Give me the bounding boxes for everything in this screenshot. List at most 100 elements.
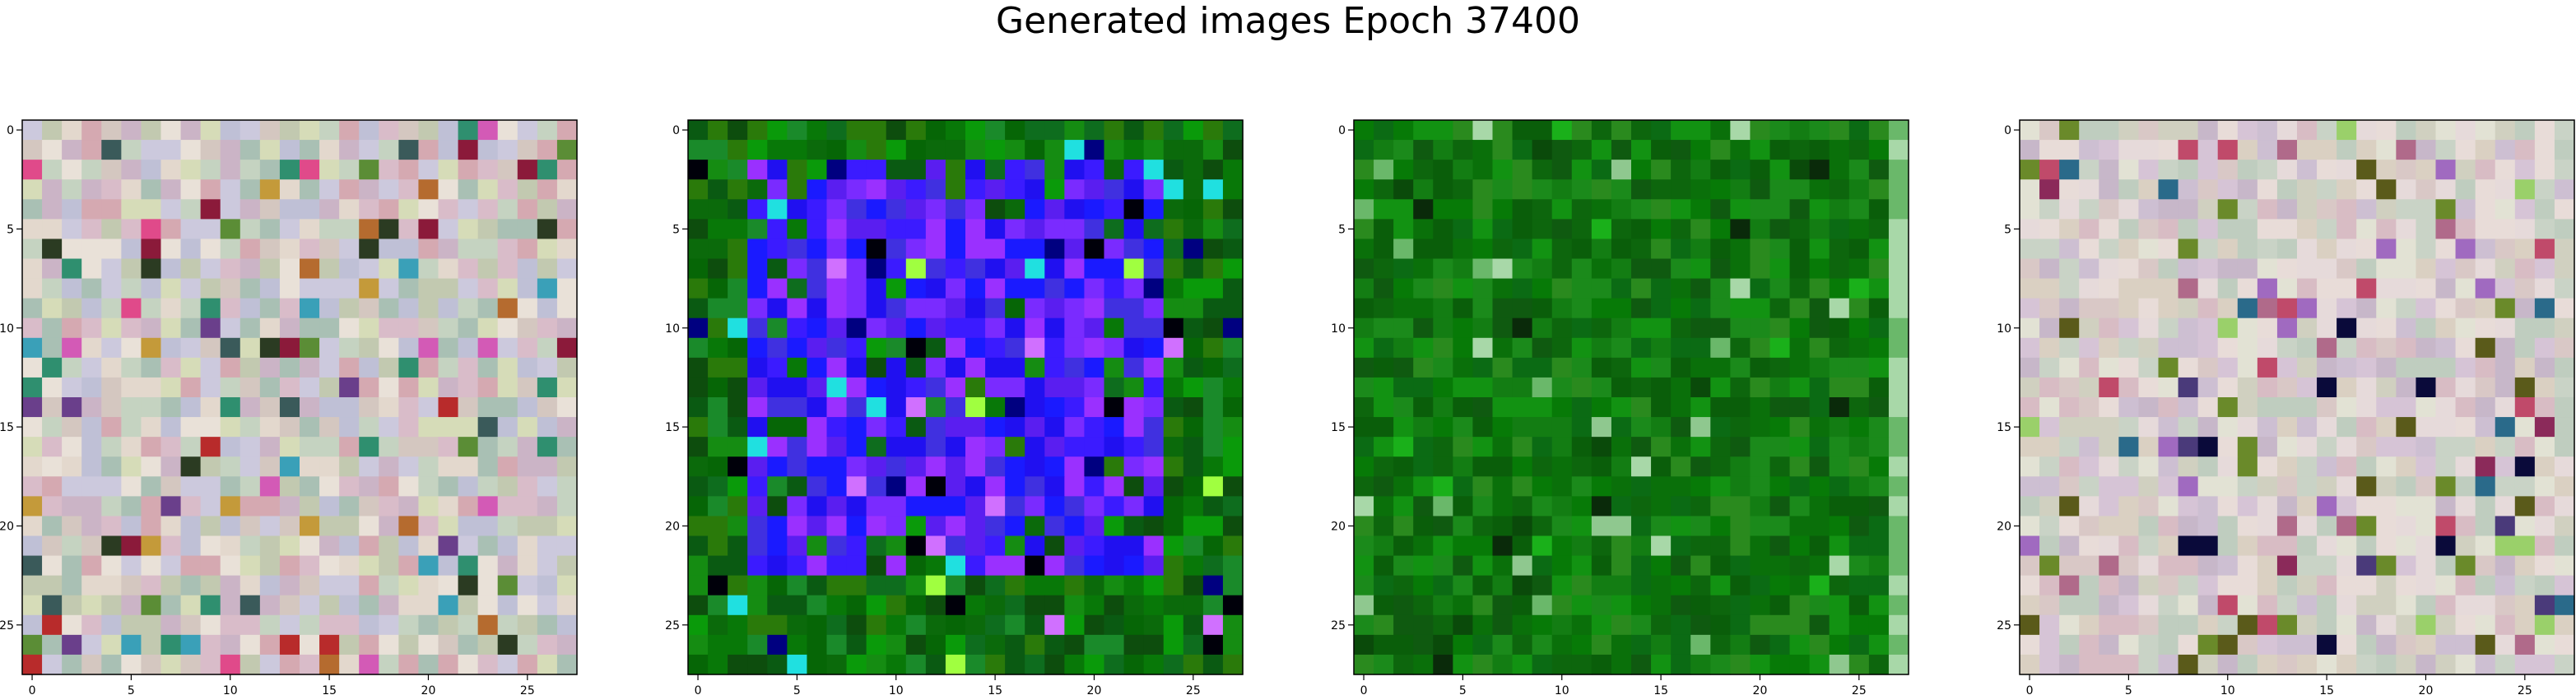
image-pixel [1472, 634, 1494, 656]
image-pixel [537, 317, 558, 339]
image-pixel [1005, 614, 1025, 636]
image-pixel [1104, 377, 1125, 398]
image-pixel [517, 516, 538, 537]
image-pixel [905, 199, 927, 220]
image-pixel [2276, 496, 2298, 517]
image-pixel [1848, 417, 1870, 438]
image-pixel [1143, 199, 1165, 220]
image-pixel [339, 575, 360, 596]
image-pixel [2435, 437, 2457, 457]
image-pixel [925, 614, 946, 636]
image-pixel [2099, 357, 2119, 378]
image-pixel [2059, 239, 2080, 260]
image-pixel [1710, 516, 1731, 537]
image-pixel [200, 496, 221, 517]
image-pixel [81, 555, 102, 577]
image-pixel [1202, 317, 1224, 339]
image-pixel [537, 179, 558, 200]
image-pixel [42, 456, 63, 477]
image-pixel [556, 555, 578, 577]
image-pixel [866, 614, 887, 636]
image-pixel [2138, 298, 2160, 319]
image-pixel [2257, 614, 2278, 636]
image-pixel [537, 417, 558, 438]
image-pixel [1829, 377, 1850, 398]
image-pixel [1025, 634, 1045, 656]
image-pixel [1104, 160, 1125, 180]
image-pixel [379, 456, 399, 477]
image-pixel [1611, 298, 1632, 319]
image-pixel [418, 357, 439, 378]
image-pixel [1809, 258, 1830, 280]
image-pixel [2118, 397, 2140, 418]
image-pixel [1710, 357, 1731, 378]
image-pixel [319, 278, 340, 299]
image-pixel [22, 377, 43, 398]
image-pixel [1710, 654, 1731, 675]
image-pixel [1104, 634, 1125, 656]
image-pixel [945, 140, 966, 160]
image-pixel [2020, 278, 2040, 299]
image-pixel [1064, 555, 1086, 577]
image-pixel [2297, 476, 2318, 497]
image-pixel [1690, 437, 1711, 457]
image-pixel [1084, 337, 1105, 359]
image-pixel [1631, 317, 1652, 339]
image-pixel [2276, 476, 2298, 497]
image-pixel [866, 535, 887, 557]
image-pixel [458, 476, 479, 497]
image-pixel [418, 140, 439, 160]
image-pixel [121, 654, 142, 675]
image-pixel [2337, 397, 2357, 418]
image-pixel [1025, 120, 1045, 141]
image-pixel [1222, 317, 1244, 339]
image-pixel [945, 278, 966, 299]
image-pixel [1591, 179, 1612, 200]
image-pixel [2455, 377, 2476, 398]
image-pixel [1690, 634, 1711, 656]
image-pixel [1571, 516, 1593, 537]
image-pixel [1374, 516, 1394, 537]
image-pixel [1084, 140, 1105, 160]
image-pixel [141, 219, 162, 240]
image-pixel [556, 595, 578, 616]
image-pixel [1064, 614, 1086, 636]
image-pixel [2337, 337, 2357, 359]
image-pixel [359, 496, 379, 517]
image-pixel [1809, 456, 1830, 477]
image-pixel [866, 516, 887, 537]
image-pixel [2416, 258, 2437, 280]
image-pixel [2416, 377, 2437, 398]
image-pixel [925, 595, 946, 616]
image-pixel [1374, 555, 1394, 577]
image-pixel [747, 258, 768, 280]
image-pixel [1453, 199, 1474, 220]
image-pixel [1611, 437, 1632, 457]
image-pixel [985, 219, 1006, 240]
image-pixel [1413, 120, 1434, 141]
image-pixel [787, 397, 808, 418]
image-pixel [688, 298, 709, 319]
image-pixel [985, 298, 1006, 319]
image-pixel [925, 575, 946, 596]
image-pixel [458, 654, 479, 675]
image-pixel [985, 595, 1006, 616]
image-pixel [300, 476, 320, 497]
image-pixel [101, 535, 122, 557]
image-pixel [708, 120, 728, 141]
image-pixel [965, 278, 986, 299]
image-pixel [517, 377, 538, 398]
image-pixel [2197, 377, 2219, 398]
image-pixel [1591, 357, 1612, 378]
image-pixel [747, 575, 768, 596]
image-pixel [101, 317, 122, 339]
image-pixel [1453, 535, 1474, 557]
image-pixel [2276, 298, 2298, 319]
image-pixel [1025, 160, 1045, 180]
image-pixel [2435, 476, 2457, 497]
image-pixel [62, 595, 82, 616]
image-pixel [1730, 298, 1751, 319]
image-pixel [2356, 377, 2377, 398]
image-pixel [1532, 239, 1553, 260]
image-pixel [1005, 317, 1025, 339]
